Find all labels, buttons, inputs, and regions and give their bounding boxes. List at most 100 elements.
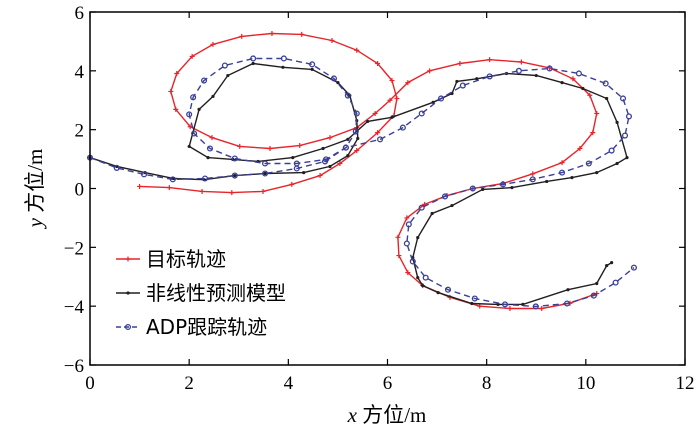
target-point-marker — [404, 215, 410, 221]
target-point-marker — [327, 135, 333, 141]
adp-point-marker — [469, 185, 476, 192]
prediction-point-marker — [475, 77, 479, 81]
target-point-marker — [166, 185, 172, 191]
adp-point-marker — [418, 204, 425, 211]
prediction-point-marker — [615, 161, 619, 166]
prediction-point-marker — [197, 107, 201, 111]
x-tick-label: 8 — [482, 373, 492, 394]
prediction-point-marker — [281, 65, 285, 69]
adp-point-marker — [124, 323, 132, 331]
prediction-point-marker — [336, 81, 340, 85]
target-point-marker — [168, 88, 174, 94]
prediction-point-marker — [450, 203, 454, 208]
target-point-marker — [387, 97, 393, 103]
target-point-marker — [289, 181, 295, 187]
y-tick-label: −6 — [64, 356, 84, 377]
target-point-marker — [260, 188, 266, 194]
adp-point-marker — [558, 169, 566, 176]
target-point-marker — [405, 270, 411, 276]
target-point-marker — [427, 68, 433, 74]
prediction-point-marker — [126, 291, 130, 295]
adp-point-marker — [377, 136, 384, 143]
adp-point-marker — [186, 111, 193, 118]
y-tick-label: −4 — [64, 297, 85, 318]
adp-point-marker — [231, 172, 238, 179]
prediction-point-marker — [625, 156, 629, 160]
prediction-point-marker — [595, 171, 599, 175]
axis-ticks: 0 2 4 6 8 10 12 −6 −4 −2 0 2 4 6 — [64, 3, 695, 394]
target-point-marker — [239, 33, 245, 39]
target-point-marker — [518, 59, 524, 65]
prediction-point-marker — [436, 291, 440, 295]
target-point-marker — [297, 143, 303, 149]
x-axis-label: x 方位/m — [347, 403, 427, 427]
prediction-point-marker — [251, 61, 255, 66]
prediction-point-marker — [534, 73, 538, 78]
y-tick-label: 4 — [75, 62, 85, 83]
prediction-point-marker — [291, 156, 295, 160]
prediction-point-marker — [430, 211, 434, 216]
adp-point-marker — [471, 295, 478, 302]
adp-point-marker — [169, 176, 176, 183]
target-point-marker — [477, 303, 483, 309]
adp-point-marker — [140, 171, 148, 178]
adp-point-marker — [529, 176, 536, 183]
x-tick-label: 6 — [383, 373, 393, 394]
adp-point-marker — [206, 145, 214, 152]
prediction-point-marker — [610, 261, 614, 265]
adp-point-marker — [403, 240, 410, 247]
prediction-point-marker — [233, 173, 237, 178]
adp-series — [86, 55, 637, 310]
prediction-point-marker — [366, 119, 370, 124]
adp-point-marker — [621, 132, 629, 139]
prediction-point-marker — [545, 179, 549, 184]
x-tick-label: 12 — [676, 373, 695, 394]
adp-point-marker — [608, 147, 615, 154]
target-point-marker — [299, 31, 305, 37]
target-point-marker — [267, 145, 273, 151]
target-point-marker — [173, 106, 179, 112]
target-point-marker — [317, 173, 323, 179]
target-point-marker — [375, 60, 381, 66]
target-point-marker — [237, 143, 243, 149]
adp-point-marker — [619, 95, 627, 102]
adp-point-marker — [293, 160, 300, 167]
target-point-marker — [174, 70, 180, 76]
target-point-marker — [507, 306, 513, 312]
target-point-marker — [125, 256, 131, 262]
y-tick-label: 6 — [75, 3, 85, 24]
adp-point-marker — [459, 82, 466, 89]
adp-point-marker — [330, 75, 338, 82]
target-point-marker — [354, 148, 360, 154]
target-point-marker — [539, 306, 545, 312]
prediction-point-marker — [605, 96, 609, 101]
x-tick-label: 4 — [284, 373, 294, 394]
target-point-marker — [594, 110, 600, 116]
prediction-point-marker — [431, 100, 435, 104]
adp-point-marker — [612, 279, 619, 286]
target-point-marker — [587, 92, 593, 98]
prediction-point-marker — [390, 115, 394, 119]
adp-point-marker — [501, 301, 509, 308]
adp-point-marker — [422, 274, 429, 281]
adp-point-marker — [532, 303, 539, 310]
target-point-marker — [189, 53, 195, 59]
adp-point-marker — [444, 286, 452, 293]
prediction-point-marker — [595, 281, 599, 286]
x-tick-label: 0 — [85, 373, 95, 394]
adp-point-marker — [322, 156, 330, 163]
adp-point-marker — [405, 221, 412, 228]
adp-line — [89, 57, 635, 308]
target-point-marker — [375, 130, 381, 136]
legend-entry-adp: ADP跟踪轨迹 — [116, 315, 267, 339]
adp-point-marker — [602, 80, 609, 87]
adp-point-marker — [353, 110, 360, 117]
prediction-point-marker — [421, 283, 425, 288]
adp-point-marker — [344, 92, 351, 99]
prediction-point-marker — [581, 86, 585, 91]
legend-entry-prediction: 非线性预测模型 — [116, 281, 286, 305]
prediction-point-marker — [416, 236, 420, 240]
adp-point-marker — [261, 160, 269, 167]
target-point-marker — [487, 57, 493, 63]
